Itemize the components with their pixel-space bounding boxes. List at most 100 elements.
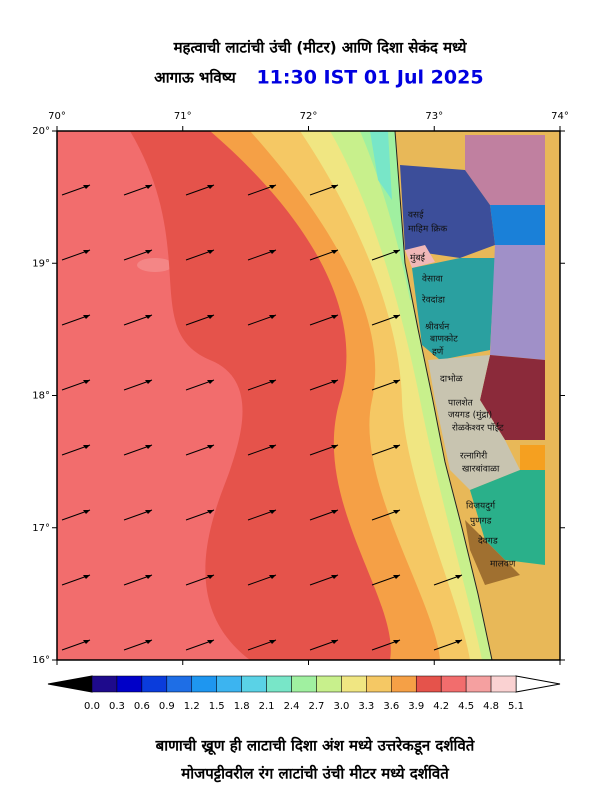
colorbar-cell	[216, 675, 242, 693]
place-label: मुंबई	[410, 252, 426, 264]
place-label: खारबांवाळा	[462, 464, 500, 475]
place-label: रत्नागिरी	[460, 450, 488, 462]
place-label: जयगड (मुंद्रा)	[448, 410, 492, 421]
lon-tick-label: 70°	[48, 111, 66, 122]
district	[465, 520, 520, 585]
place-label: पुणगड	[470, 517, 492, 527]
lon-tick-label: 73°	[425, 111, 443, 122]
footer-line: बाणाची ख्रूण ही लाटाची दिशा अंश मध्ये उत…	[155, 737, 476, 756]
place-label: वेसावा	[422, 273, 443, 285]
wave-arrow-head	[393, 575, 400, 579]
wave-arrow-head	[331, 185, 338, 189]
wave-arrow-head	[269, 640, 276, 644]
place-label: पालशेत	[448, 397, 474, 409]
colorbar-label: 3.6	[383, 701, 399, 712]
wave-arrow-head	[331, 380, 338, 384]
wave-arrow-head	[207, 640, 214, 644]
colorbar-cell	[316, 675, 342, 693]
colorbar-label: 4.8	[483, 701, 499, 712]
wave-arrow-head	[145, 445, 152, 449]
district	[405, 245, 435, 268]
colorbar-label: 0.3	[109, 701, 125, 712]
colorbar-label: 1.8	[234, 701, 250, 712]
wave-arrow-head	[145, 250, 152, 254]
colorbar-label: 5.1	[508, 701, 524, 712]
wave-arrow-head	[83, 510, 90, 514]
lon-tick-label: 72°	[300, 111, 318, 122]
colorbar-label: 1.5	[209, 701, 225, 712]
wave-arrow-head	[83, 575, 90, 579]
wave-arrow-head	[269, 510, 276, 514]
wave-arrow-head	[207, 250, 214, 254]
district	[480, 355, 545, 440]
colorbar-over	[515, 675, 561, 693]
map: 70° 71° 72° 73° 74° 20° 19° 18° 17° 16° वसई माहिम…	[32, 111, 569, 666]
wave-arrow-head	[331, 575, 338, 579]
colorbar-under	[47, 675, 93, 693]
wave-arrow-head	[145, 315, 152, 319]
wave-arrow-head	[269, 380, 276, 384]
place-label: देवगड	[478, 535, 498, 547]
wave-arrow-head	[145, 185, 152, 189]
lat-tick-label: 17°	[32, 523, 50, 534]
wave-arrow-head	[331, 250, 338, 254]
colorbar-cell	[391, 675, 417, 693]
colorbar-label: 2.4	[284, 701, 300, 712]
wave-arrow-head	[331, 315, 338, 319]
district	[465, 135, 545, 205]
lon-tick-label: 71°	[174, 111, 192, 122]
wave-arrow-head	[207, 445, 214, 449]
subtitle: आगाऊ भविष्य	[154, 69, 237, 87]
lat-tick-label: 16°	[32, 655, 50, 666]
forecast-time: 11:30 IST 01 Jul 2025	[256, 67, 483, 89]
place-label: दाभोळ	[440, 373, 463, 385]
place-label: मालवण	[490, 560, 516, 570]
colorbar-label: 3.0	[333, 701, 349, 712]
place-label: रेवदांडा	[422, 294, 446, 306]
colorbar-cell	[241, 675, 267, 693]
wave-arrow-head	[269, 250, 276, 254]
place-label: रोळकेश्वर पॉईंट	[452, 422, 504, 434]
colorbar-cell	[141, 675, 168, 693]
colorbar-cell	[166, 675, 193, 693]
lat-tick-label: 20°	[32, 126, 50, 137]
lat-tick-label: 18°	[32, 391, 50, 402]
wave-arrow-head	[83, 250, 90, 254]
district	[428, 355, 520, 490]
colorbar-label: 0.0	[84, 701, 100, 712]
wave-arrow-head	[455, 575, 462, 579]
district	[490, 245, 545, 360]
wave-arrow-head	[393, 640, 400, 644]
wave-arrow-head	[83, 315, 90, 319]
colorbar-cell	[366, 675, 392, 693]
footer-line: मोजपट्टीवरील रंग लाटांची उंची मीटर मध्ये…	[180, 765, 450, 783]
district	[412, 258, 495, 360]
colorbar-label: 4.5	[458, 701, 474, 712]
colorbar-label: 1.2	[184, 701, 200, 712]
colorbar-label: 3.9	[408, 701, 424, 712]
colorbar-label: 0.6	[134, 701, 150, 712]
colorbar-label: 2.1	[259, 701, 275, 712]
wave-arrow-head	[207, 185, 214, 189]
colorbar-cell	[490, 675, 517, 693]
district	[520, 445, 545, 470]
wave-arrow-head	[331, 640, 338, 644]
wave-arrow-head	[207, 510, 214, 514]
colorbar-cell	[266, 675, 292, 693]
wave-arrow-head	[393, 445, 400, 449]
colorbar-cell	[415, 675, 442, 693]
district	[490, 205, 545, 245]
wave-arrow-head	[269, 315, 276, 319]
wave-arrow-head	[269, 575, 276, 579]
colorbar-cell	[341, 675, 367, 693]
wave-arrow-head	[331, 510, 338, 514]
colorbar-cell	[91, 675, 118, 693]
colorbar-cell	[116, 675, 143, 693]
wave-arrow-head	[145, 380, 152, 384]
place-label: श्रीवर्धन	[425, 321, 450, 333]
wave-arrow-head	[207, 315, 214, 319]
wave-arrow-head	[145, 640, 152, 644]
colorbar-cell	[291, 675, 317, 693]
colorbar-cell	[440, 675, 467, 693]
